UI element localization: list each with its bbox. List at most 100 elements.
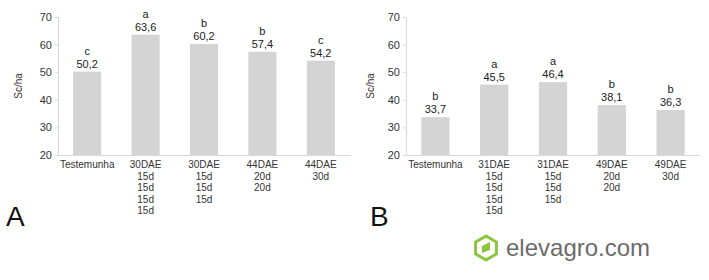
- axis-line: [407, 155, 701, 156]
- tick-label: 30DAE15d15d15d: [188, 159, 220, 205]
- tick: 70: [388, 11, 406, 23]
- tick: 40: [388, 94, 406, 106]
- tick-label-line: 15d: [137, 194, 154, 205]
- tick-label-line: 44DAE: [305, 159, 337, 170]
- tick-label: 60: [388, 39, 400, 51]
- bar: [539, 82, 567, 155]
- tick: 20: [388, 149, 406, 161]
- data-label: 63,6: [135, 21, 156, 33]
- tick-label: 31DAE15d15d15d15d: [478, 159, 510, 216]
- data-label: 46,4: [542, 68, 563, 80]
- tick-label: 40: [388, 94, 400, 106]
- bar: [480, 85, 508, 155]
- logo: elevagro.com: [476, 234, 650, 261]
- significance-letter: b: [609, 78, 615, 90]
- tick-label-line: 44DAE: [247, 159, 279, 170]
- tick-mark: [55, 72, 58, 73]
- tick-mark: [403, 45, 406, 46]
- data-label: 36,3: [660, 96, 681, 108]
- axis-line: [59, 155, 351, 156]
- tick-label: 44DAE30d: [305, 159, 337, 182]
- tick-label-line: 15d: [196, 171, 213, 182]
- tick-label-line: 49DAE: [596, 159, 628, 170]
- annotations: b a a b b: [432, 55, 673, 102]
- data-label: 38,1: [601, 91, 622, 103]
- tick-label: 60: [40, 39, 52, 51]
- significance-letter: a: [143, 8, 150, 20]
- tick-label: Testemunha: [60, 159, 115, 170]
- tick-mark: [55, 127, 58, 128]
- logo-icon-leaf: [482, 242, 490, 253]
- tick-mark: [403, 100, 406, 101]
- axis-title: Sc/ha: [13, 73, 24, 99]
- tick-label-line: 15d: [486, 194, 503, 205]
- bar: [421, 117, 449, 155]
- tick-label-line: 49DAE: [655, 159, 687, 170]
- tick: 70: [40, 11, 58, 23]
- tick-label: Testemunha: [408, 159, 463, 170]
- data-label: 50,2: [76, 58, 97, 70]
- significance-letter: b: [432, 90, 438, 102]
- tick-label-line: 30DAE: [188, 159, 220, 170]
- significance-letter: b: [259, 25, 265, 37]
- annotations: cabbc: [84, 8, 324, 57]
- tick-label: 20: [40, 149, 52, 161]
- tick-label-line: 15d: [486, 205, 503, 216]
- tick: 50: [40, 66, 58, 78]
- logo-text: elevagro.com: [506, 234, 650, 261]
- tick-label: 31DAE15d15d15d: [537, 159, 569, 205]
- tick-label: 50: [388, 66, 400, 78]
- tick-label-line: 20d: [603, 182, 620, 193]
- tick: 30: [40, 121, 58, 133]
- tick: 31DAE15d15d15d: [537, 155, 569, 205]
- significance-letter: b: [668, 83, 674, 95]
- tick: 49DAE20d20d: [596, 155, 628, 193]
- bar: [248, 52, 276, 155]
- tick: Testemunha: [408, 155, 463, 170]
- tick-label-line: 15d: [137, 182, 154, 193]
- tick-label-line: 30DAE: [130, 159, 162, 170]
- tick-label-line: 30d: [662, 171, 679, 182]
- tick: 60: [388, 39, 406, 51]
- x-axis: Testemunha30DAE15d15d15d15d30DAE15d15d15…: [59, 155, 351, 216]
- data-label: 33,7: [425, 103, 446, 115]
- data-label: 45,5: [483, 71, 504, 83]
- tick-label: 70: [388, 11, 400, 23]
- bar: [132, 35, 160, 155]
- tick-mark: [403, 17, 406, 18]
- bar: [598, 105, 626, 155]
- tick-label-line: 15d: [196, 194, 213, 205]
- logo-icon: [476, 236, 497, 260]
- significance-letter: a: [491, 58, 498, 70]
- data-labels: 33,7 45,5 46,4 38,1 36,3: [425, 68, 682, 115]
- tick: Testemunha: [60, 155, 115, 170]
- panel: 203040506070Sc/haTestemunha30DAE15d15d15…: [6, 8, 351, 232]
- data-label: 60,2: [193, 30, 214, 42]
- tick-label: 49DAE20d20d: [596, 159, 628, 193]
- panel: 203040506070Sc/haTestemunha31DAE15d15d15…: [365, 11, 701, 232]
- axis-title: Sc/ha: [365, 73, 376, 99]
- axis-line: [406, 18, 407, 156]
- tick-label: 20: [388, 149, 400, 161]
- tick-mark: [55, 100, 58, 101]
- panel-label: B: [370, 201, 389, 232]
- tick-label-line: 15d: [545, 194, 562, 205]
- significance-letter: c: [318, 34, 324, 46]
- significance-letter: a: [550, 55, 557, 67]
- tick-label: 44DAE20d20d: [247, 159, 279, 193]
- tick-label-line: 15d: [137, 205, 154, 216]
- data-label: 54,2: [310, 47, 331, 59]
- tick-label-line: 20d: [254, 171, 271, 182]
- tick: 44DAE20d20d: [247, 155, 279, 193]
- tick-label-line: 15d: [486, 171, 503, 182]
- bar: [307, 61, 335, 155]
- tick-label: 30: [388, 121, 400, 133]
- tick-label-line: 15d: [545, 171, 562, 182]
- tick-label: 50: [40, 66, 52, 78]
- tick-label-line: 15d: [196, 182, 213, 193]
- tick: 49DAE30d: [655, 155, 687, 182]
- tick-mark: [403, 72, 406, 73]
- tick-label-line: 31DAE: [537, 159, 569, 170]
- tick: 30: [388, 121, 406, 133]
- tick-label-line: 15d: [137, 171, 154, 182]
